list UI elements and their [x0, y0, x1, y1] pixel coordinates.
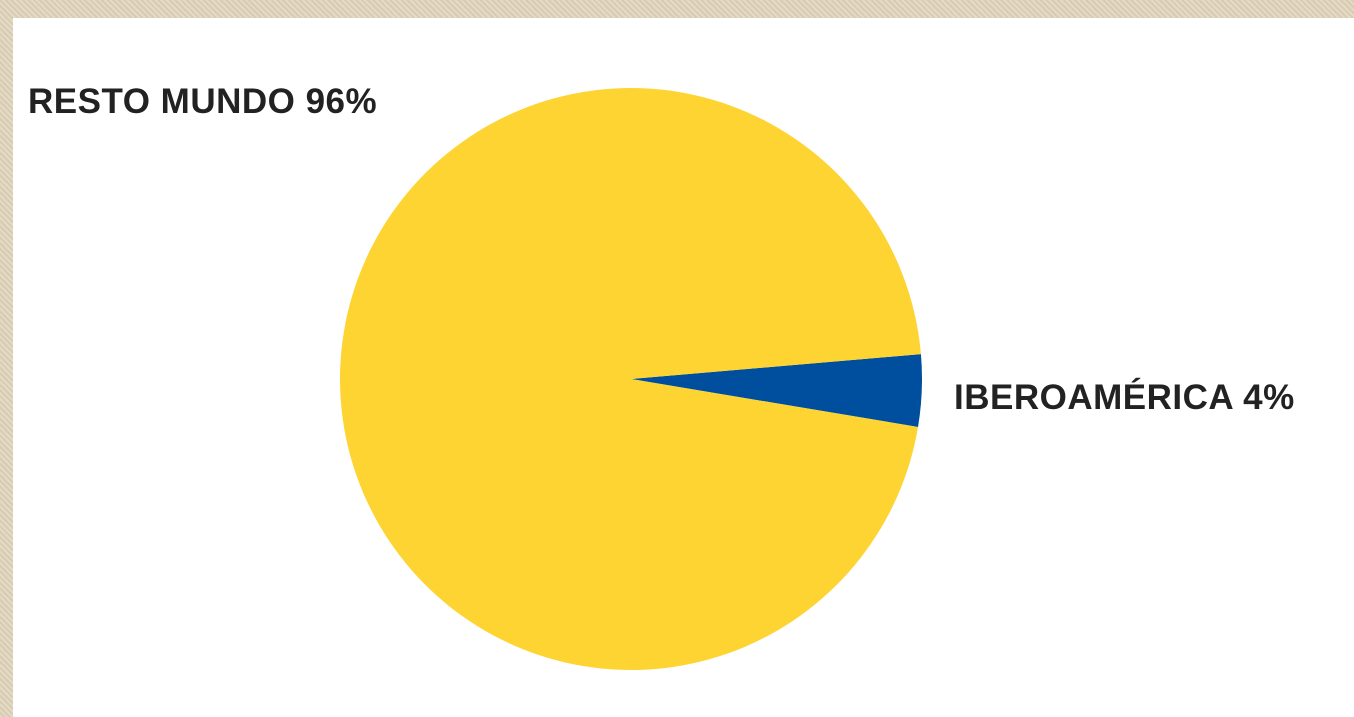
pie-slice-iberoam-rica	[631, 354, 922, 427]
slice-label-iberoamerica: IBEROAMÉRICA 4%	[954, 378, 1295, 417]
pie-slices	[339, 88, 922, 671]
slice-label-resto-mundo: RESTO MUNDO 96%	[28, 82, 378, 121]
pie-slice-resto-mundo	[339, 88, 921, 671]
